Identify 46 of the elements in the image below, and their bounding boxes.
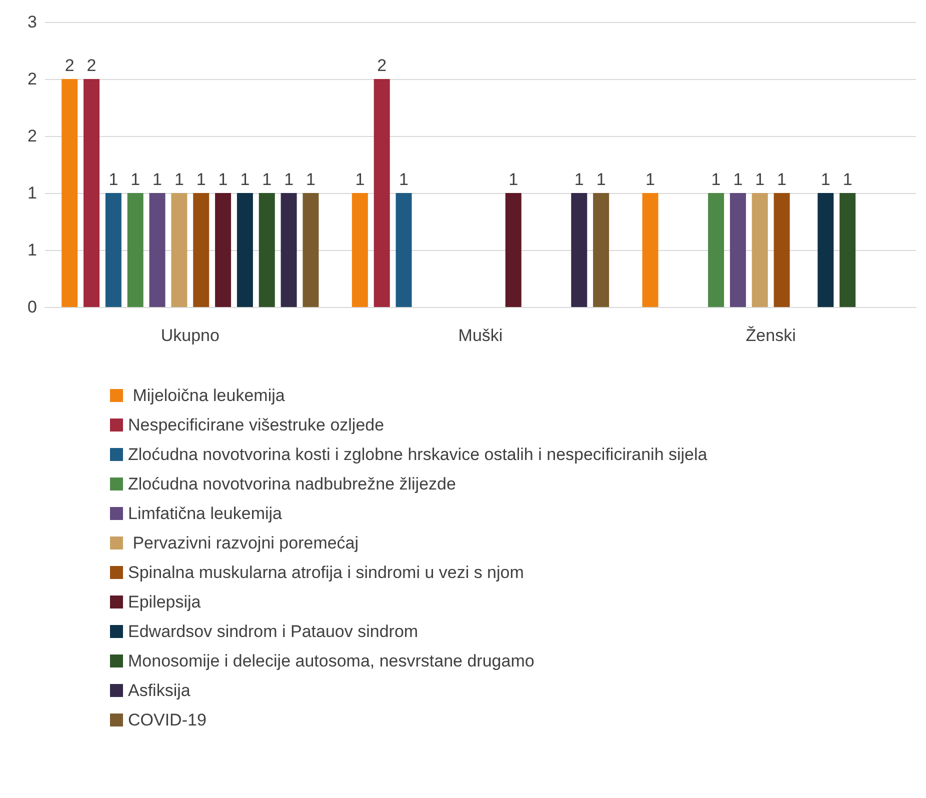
- y-tick-label: 1: [28, 240, 37, 260]
- legend-label: Nespecificirane višestruke ozljede: [128, 416, 384, 434]
- data-label: 1: [820, 170, 830, 189]
- data-label: 2: [86, 56, 96, 75]
- y-tick-label: 2: [28, 70, 37, 88]
- x-tick-label: Ženski: [746, 326, 796, 345]
- legend-label: Epilepsija: [128, 592, 202, 612]
- legend-label: Edwardsov sindrom i Patauov sindrom: [128, 622, 418, 641]
- data-label: 1: [196, 170, 206, 189]
- data-label: 1: [355, 170, 365, 189]
- legend-label: Limfatična leukemija: [128, 504, 283, 523]
- data-label: 1: [508, 170, 518, 189]
- data-label: 1: [646, 170, 656, 189]
- data-label: 2: [64, 56, 74, 75]
- data-label: 1: [777, 170, 787, 189]
- x-tick-label: Muški: [458, 326, 503, 345]
- data-label: 1: [399, 170, 409, 189]
- data-label: 1: [596, 170, 606, 189]
- legend-label: Spinalna muskularna atrofija i sindromi u vezi s njom: [128, 563, 524, 582]
- data-label: 1: [755, 170, 765, 189]
- data-label: 1: [711, 170, 721, 189]
- data-label: 1: [240, 170, 250, 189]
- data-label: 1: [218, 170, 228, 189]
- data-label: 1: [108, 170, 118, 189]
- data-label: 1: [842, 170, 852, 189]
- data-label: 1: [174, 170, 184, 189]
- data-label: 1: [152, 170, 162, 189]
- data-label: 1: [733, 170, 743, 189]
- y-tick-label: 0: [28, 298, 37, 316]
- legend-label: Zloćudna novotvorina kosti i zglobne hrskavice ostalih i nespecificiranih sijela: [128, 445, 708, 464]
- y-tick-label: 2: [28, 126, 37, 146]
- data-label: 1: [574, 170, 584, 189]
- y-tick-label: 1: [28, 184, 37, 202]
- x-tick-label: Ukupno: [160, 326, 220, 345]
- legend-label: Pervazivni razvojni poremećaj: [128, 534, 359, 552]
- legend-label: Monosomije i delecije autosoma, nesvrstane drugamo: [128, 652, 534, 670]
- data-label: 1: [284, 170, 294, 189]
- data-label: 1: [262, 170, 272, 189]
- legend-label: Mijeloična leukemija: [128, 386, 286, 405]
- y-tick-label: 3: [28, 12, 37, 32]
- legend-label: Asfiksija: [128, 681, 191, 700]
- legend-label: Zloćudna novotvorina nadbubrežne žlijezde: [128, 474, 456, 494]
- data-label: 1: [130, 170, 140, 189]
- data-label: 1: [306, 170, 316, 189]
- legend-label: COVID-19: [128, 710, 206, 730]
- data-label: 2: [377, 56, 387, 75]
